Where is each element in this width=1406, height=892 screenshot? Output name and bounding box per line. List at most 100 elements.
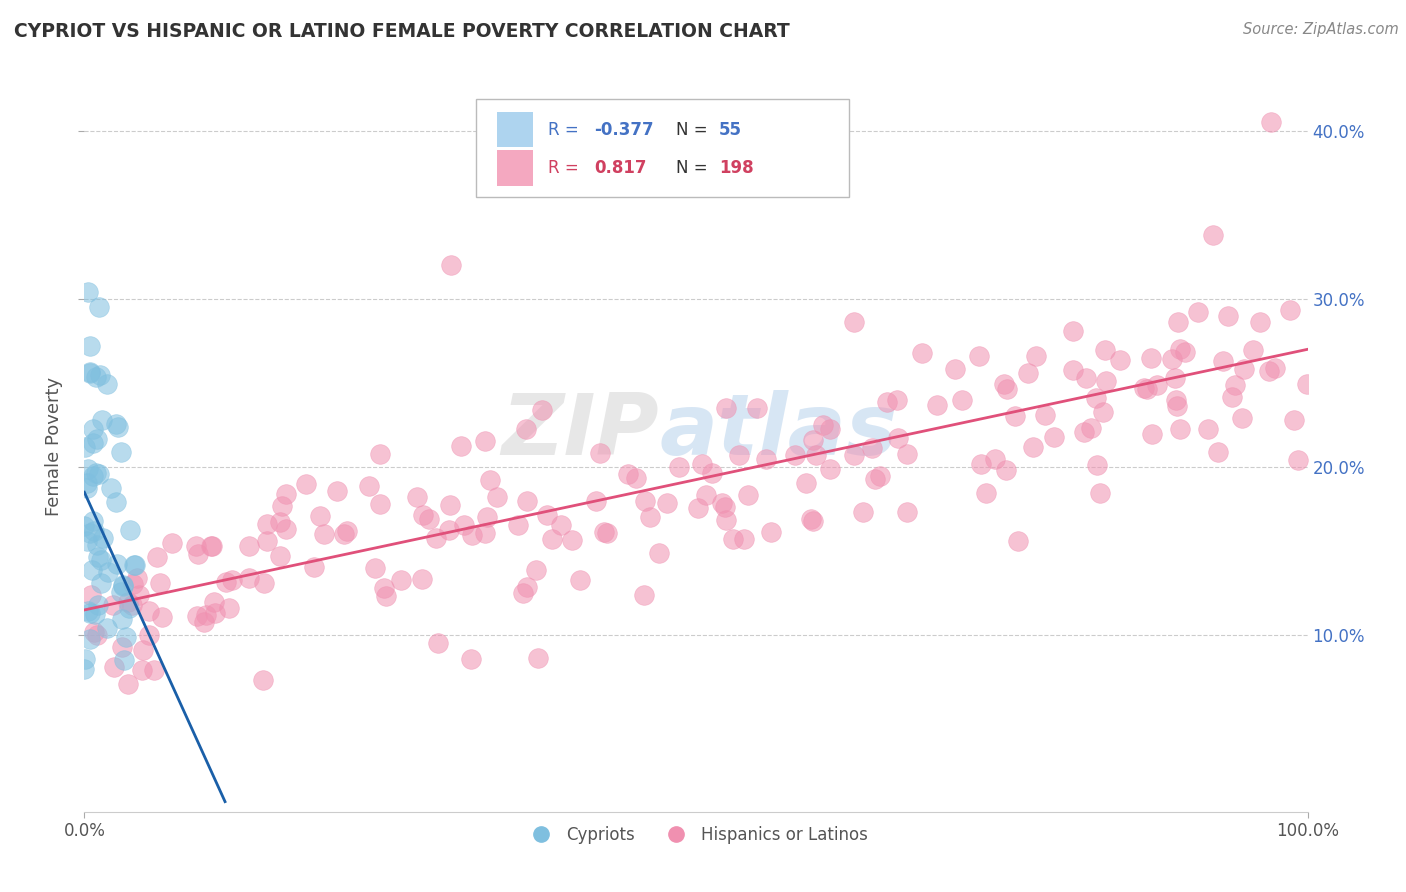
Point (474, 525, 496, 540)
Point (1085, 391, 1108, 405)
FancyBboxPatch shape (475, 99, 849, 197)
Point (411, 572, 433, 586)
Point (474, 434, 496, 448)
Point (1025, 350, 1047, 364)
Point (1264, 361, 1286, 376)
Point (110, 640, 132, 654)
Point (427, 636, 450, 650)
Point (1288, 452, 1310, 467)
Point (127, 571, 149, 585)
Point (1080, 420, 1102, 434)
Point (527, 651, 550, 665)
Point (202, 595, 225, 609)
Point (818, 462, 841, 476)
Point (87, 300, 110, 314)
Point (896, 505, 918, 519)
Point (111, 579, 134, 593)
Point (131, 663, 153, 677)
Point (295, 476, 318, 491)
Point (111, 612, 134, 626)
Point (73, 662, 96, 676)
Point (1146, 377, 1168, 392)
Point (221, 573, 243, 587)
Point (1022, 440, 1045, 454)
Point (716, 401, 738, 415)
Point (84, 607, 107, 621)
Point (107, 420, 129, 434)
Point (128, 588, 150, 602)
Point (118, 524, 141, 538)
Text: N =: N = (676, 159, 709, 177)
Point (561, 533, 583, 547)
Point (82, 514, 104, 528)
Point (105, 557, 128, 571)
Point (1260, 115, 1282, 129)
Point (733, 532, 755, 546)
Point (269, 516, 291, 530)
Point (332, 527, 354, 541)
Point (515, 580, 537, 594)
Point (121, 577, 143, 591)
Text: 198: 198 (720, 159, 754, 177)
Point (1187, 305, 1209, 319)
Point (149, 576, 172, 591)
Point (1249, 315, 1271, 329)
Point (1206, 444, 1229, 458)
Point (87, 467, 110, 481)
Point (80, 588, 103, 602)
Point (1004, 409, 1026, 424)
Point (516, 494, 538, 508)
Point (1212, 353, 1234, 368)
Point (105, 417, 128, 431)
Point (270, 499, 292, 513)
Point (1164, 393, 1187, 408)
Point (796, 475, 818, 490)
Point (79, 365, 101, 379)
Point (1174, 345, 1197, 359)
Point (82, 422, 104, 436)
Point (143, 663, 166, 677)
Point (1220, 390, 1243, 404)
Point (727, 448, 749, 462)
Point (76, 481, 98, 495)
Point (485, 490, 508, 504)
Point (146, 550, 169, 565)
Point (967, 349, 990, 363)
Point (460, 652, 482, 666)
Point (124, 558, 146, 572)
Point (1090, 486, 1112, 500)
Point (524, 563, 547, 577)
Point (550, 518, 572, 533)
Point (96, 377, 118, 392)
Point (585, 493, 607, 508)
Point (1133, 381, 1156, 395)
Point (83, 524, 105, 538)
Point (368, 498, 391, 512)
Point (1074, 371, 1097, 385)
Point (160, 536, 183, 550)
Point (218, 601, 240, 615)
Point (73, 519, 96, 533)
Point (121, 598, 143, 612)
Point (811, 417, 834, 432)
Point (77, 604, 100, 618)
Point (1007, 534, 1029, 549)
Bar (496, 112, 533, 147)
Point (633, 588, 655, 602)
Point (1085, 458, 1108, 472)
Point (803, 514, 825, 528)
Point (993, 376, 1015, 391)
Point (84, 369, 107, 384)
Point (1202, 227, 1225, 242)
Point (252, 673, 274, 687)
Point (1094, 343, 1116, 357)
Point (1017, 366, 1039, 380)
Point (364, 561, 387, 575)
Point (80, 564, 103, 578)
Point (737, 488, 759, 502)
Point (648, 546, 671, 560)
Point (714, 500, 737, 514)
Point (869, 469, 891, 483)
Point (710, 495, 733, 509)
Point (536, 508, 558, 522)
